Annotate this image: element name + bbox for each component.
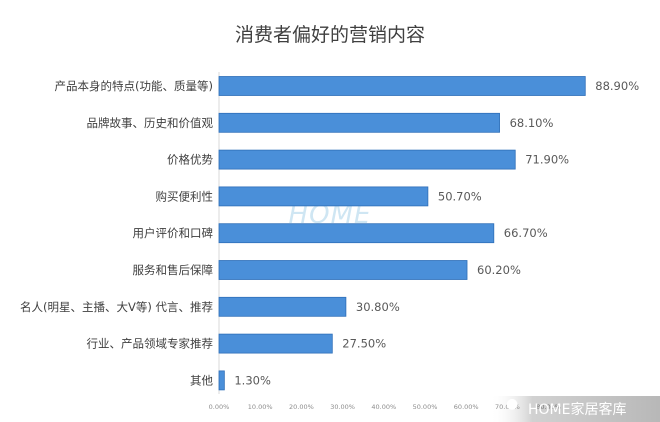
bars-group: 产品本身的特点(功能、质量等) 88.90% 品牌故事、历史和价值观 68.10% 价格… [20,76,639,391]
category-label: 价格优势 [167,153,213,167]
x-tick-label: 60.00% [454,403,479,411]
category-label: 名人(明星、主播、大V等) 代言、推荐 [20,300,213,314]
value-label: 1.30% [234,373,271,387]
value-label: 27.50% [342,337,386,351]
value-label: 50.70% [438,189,482,203]
category-label: 品牌故事、历史和价值观 [87,116,214,130]
category-label: 行业、产品领域专家推荐 [87,337,214,351]
x-tick-label: 40.00% [371,403,396,411]
value-label: 68.10% [510,116,554,130]
x-tick-label: 10.00% [248,403,273,411]
bar [218,260,468,280]
chart-title: 消费者偏好的营销内容 [235,24,425,46]
bar [218,370,225,391]
category-label: 购买便利性 [156,189,214,203]
value-label: 88.90% [595,79,639,93]
weibo-icon: ● [506,396,518,412]
category-label: 服务和售后保障 [133,263,214,277]
bar [218,112,500,133]
value-label: 30.80% [356,300,400,314]
x-tick-label: 20.00% [289,403,314,411]
bar [218,186,429,207]
credit-label: HOME家居客库 [528,401,626,418]
bar [218,76,586,96]
bar [218,149,516,170]
x-tick-label: 30.00% [330,403,355,411]
bar [218,333,333,354]
value-label: 60.20% [477,263,521,277]
x-tick-label: 50.00% [413,403,438,411]
credit-backdrop [490,396,660,422]
category-label: 产品本身的特点(功能、质量等) [55,79,213,93]
bar [218,296,347,317]
value-label: 71.90% [525,153,569,167]
category-label: 用户评价和口碑 [133,226,214,240]
x-tick-label: 0.00% [209,403,230,411]
value-label: 66.70% [504,226,548,240]
bar [218,223,495,244]
category-label: 其他 [190,373,213,387]
